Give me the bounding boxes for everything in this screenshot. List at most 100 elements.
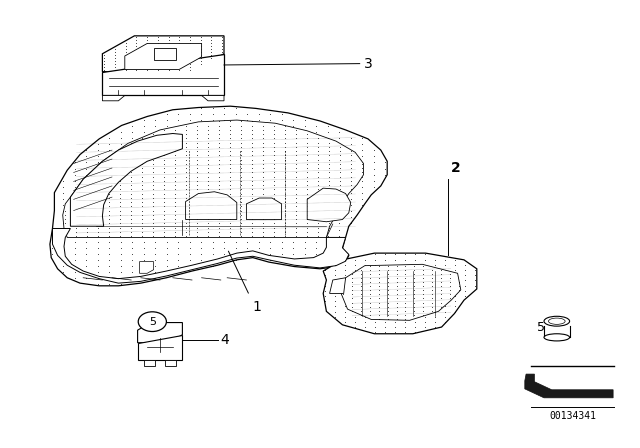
Polygon shape: [70, 134, 182, 226]
Point: [219, 128, 229, 135]
Point: [291, 194, 301, 202]
Point: [70, 269, 80, 276]
Point: [288, 232, 298, 239]
Point: [400, 271, 410, 279]
Point: [323, 194, 333, 202]
Point: [173, 195, 184, 202]
Point: [180, 164, 191, 172]
Point: [230, 146, 241, 154]
Point: [242, 208, 252, 215]
Point: [208, 202, 218, 209]
Point: [400, 270, 410, 277]
Ellipse shape: [544, 334, 570, 341]
Point: [246, 152, 257, 159]
Point: [115, 228, 125, 236]
Point: [196, 250, 207, 258]
Point: [312, 169, 323, 176]
Point: [173, 238, 184, 246]
Point: [300, 238, 310, 246]
Point: [99, 61, 109, 68]
Point: [70, 207, 81, 214]
Point: [445, 295, 455, 302]
Point: [159, 233, 169, 240]
Point: [347, 274, 357, 281]
Point: [185, 177, 195, 184]
Point: [208, 214, 218, 221]
Point: [173, 128, 184, 135]
Point: [173, 141, 184, 148]
Point: [115, 233, 125, 240]
Point: [219, 153, 229, 160]
Point: [357, 177, 367, 184]
Point: [139, 250, 149, 258]
Point: [409, 311, 419, 319]
Point: [265, 146, 275, 154]
Point: [269, 207, 279, 214]
Point: [217, 43, 227, 50]
Point: [400, 262, 410, 269]
Point: [350, 293, 360, 300]
Point: [300, 190, 310, 197]
Point: [253, 220, 264, 227]
Point: [269, 130, 279, 138]
Point: [335, 164, 345, 172]
Point: [370, 297, 380, 305]
Point: [116, 232, 126, 239]
Point: [225, 177, 235, 185]
Point: [196, 165, 207, 172]
Point: [185, 55, 195, 62]
Point: [357, 183, 367, 190]
Point: [360, 287, 370, 294]
Point: [347, 299, 357, 306]
Point: [418, 287, 428, 294]
Point: [291, 203, 301, 210]
Point: [81, 159, 92, 166]
Point: [196, 104, 207, 111]
Point: [81, 146, 92, 154]
Point: [420, 277, 430, 284]
Point: [301, 198, 312, 206]
Point: [280, 160, 290, 168]
Point: [131, 43, 141, 50]
Point: [104, 177, 115, 184]
Point: [311, 250, 321, 258]
Point: [153, 49, 163, 56]
Point: [288, 263, 298, 270]
Point: [170, 130, 180, 138]
Point: [127, 220, 138, 227]
Point: [410, 297, 420, 305]
Point: [159, 139, 169, 146]
Point: [225, 173, 235, 180]
Point: [346, 153, 356, 160]
Point: [125, 181, 136, 189]
Point: [150, 232, 161, 239]
Point: [430, 256, 440, 263]
Point: [356, 164, 367, 172]
Point: [131, 34, 141, 41]
Point: [311, 128, 321, 135]
Point: [139, 220, 149, 227]
Point: [219, 159, 229, 166]
Point: [246, 164, 257, 172]
Point: [162, 141, 172, 148]
Point: [357, 146, 367, 154]
Point: [269, 164, 279, 172]
Point: [116, 171, 126, 178]
Point: [323, 208, 333, 215]
Point: [236, 156, 246, 163]
Point: [104, 257, 115, 264]
Point: [257, 130, 268, 138]
Point: [173, 122, 184, 129]
Point: [288, 202, 298, 209]
Point: [225, 152, 235, 159]
Point: [125, 203, 136, 210]
Point: [219, 244, 229, 251]
Point: [323, 198, 333, 206]
Point: [93, 214, 103, 221]
Point: [346, 152, 356, 159]
Point: [58, 232, 68, 239]
Point: [142, 34, 152, 41]
Point: [191, 224, 202, 231]
Point: [236, 203, 246, 210]
Point: [430, 303, 440, 310]
